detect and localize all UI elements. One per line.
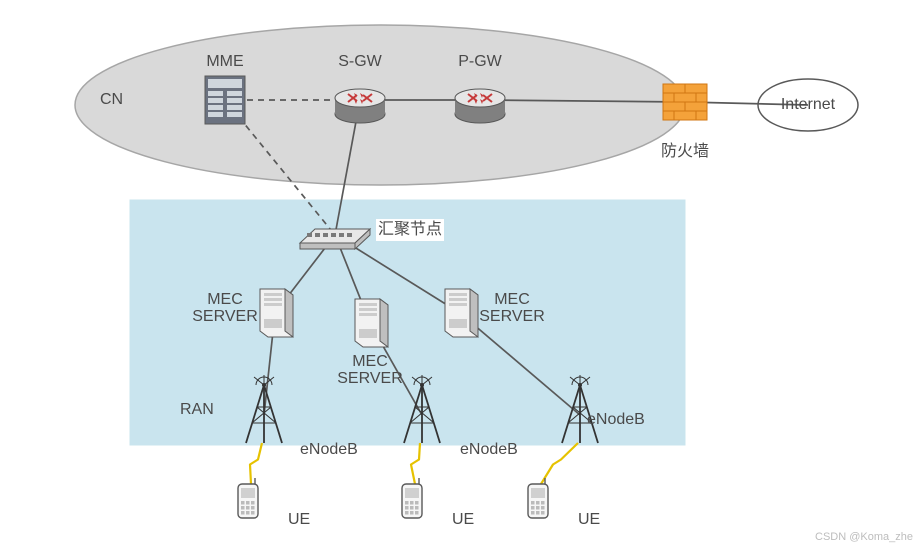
ue-phone-icon <box>238 478 258 518</box>
svg-text:CN: CN <box>100 91 123 108</box>
pgw-router-icon <box>455 89 505 123</box>
radio-wave <box>541 443 578 484</box>
firewall-icon <box>663 84 707 120</box>
svg-text:P-GW: P-GW <box>458 53 502 70</box>
svg-text:MME: MME <box>206 53 243 70</box>
svg-text:eNodeB: eNodeB <box>587 411 645 428</box>
mec-server-icon <box>355 299 388 347</box>
svg-text:S-GW: S-GW <box>338 53 382 70</box>
svg-text:UE: UE <box>452 511 474 528</box>
svg-text:UE: UE <box>288 511 310 528</box>
watermark: CSDN @Koma_zhe <box>815 531 913 543</box>
ue-phone-icon <box>528 478 548 518</box>
svg-text:防火墙: 防火墙 <box>661 142 709 160</box>
mec-server-icon <box>260 289 293 337</box>
network-diagram: CNMMES-GWP-GWInternet防火墙汇聚节点MECSERVERMEC… <box>0 0 921 549</box>
svg-text:Internet: Internet <box>781 96 836 113</box>
svg-text:汇聚节点: 汇聚节点 <box>378 220 442 238</box>
svg-text:eNodeB: eNodeB <box>300 441 358 458</box>
radio-wave <box>411 443 420 484</box>
svg-text:RAN: RAN <box>180 401 214 418</box>
mme-icon <box>205 76 245 124</box>
svg-text:UE: UE <box>578 511 600 528</box>
radio-wave <box>250 443 262 484</box>
ue-phone-icon <box>402 478 422 518</box>
sgw-router-icon <box>335 89 385 123</box>
svg-text:eNodeB: eNodeB <box>460 441 518 458</box>
mec-server-icon <box>445 289 478 337</box>
